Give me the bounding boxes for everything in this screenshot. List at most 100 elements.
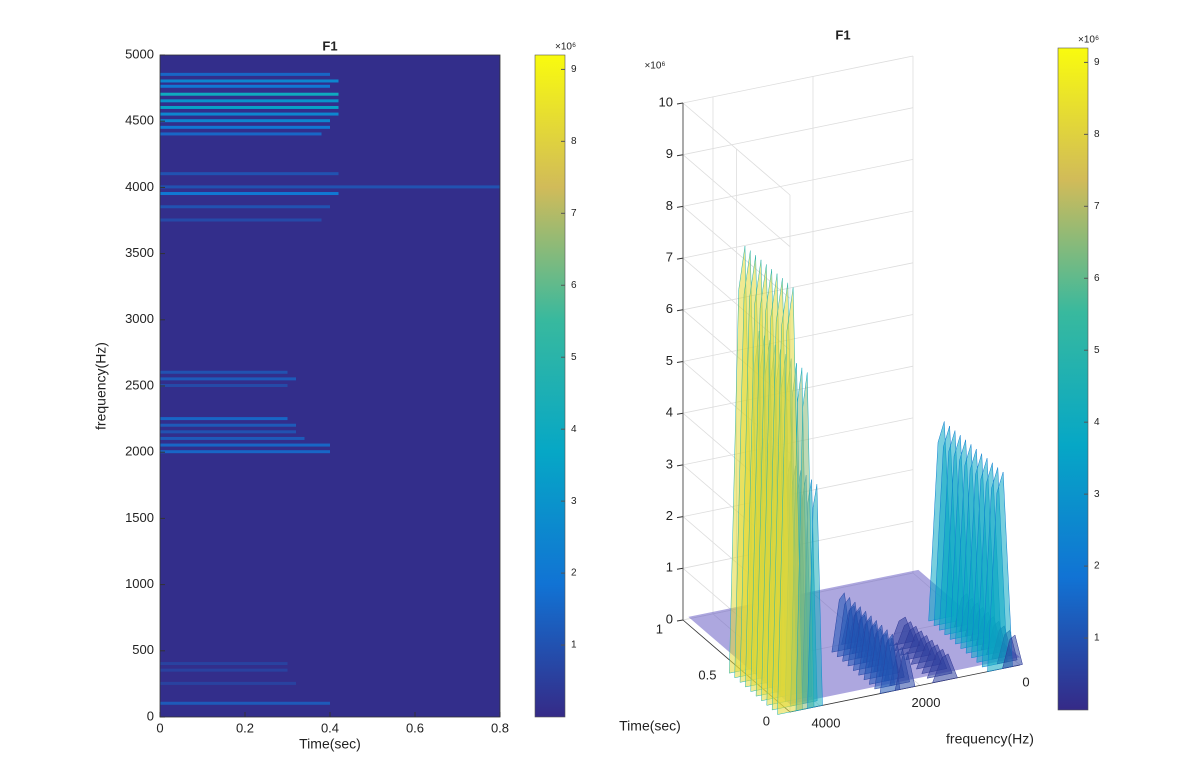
colorbar-tick-label: 4 bbox=[1094, 417, 1100, 428]
colorbar bbox=[1057, 47, 1089, 711]
y-tick-label: 3500 bbox=[125, 245, 154, 260]
x-tick-label: 0.2 bbox=[236, 720, 254, 735]
spectral-band bbox=[160, 105, 339, 109]
surface-ridge bbox=[795, 372, 815, 712]
x-axis-label: Time(sec) bbox=[299, 736, 361, 752]
z-tick bbox=[676, 309, 684, 312]
z-grid-line bbox=[682, 262, 914, 311]
x-tick-label: 0.6 bbox=[406, 720, 424, 735]
x-tick-label: 0.4 bbox=[321, 720, 339, 735]
spectral-band bbox=[160, 662, 288, 666]
spectral-band bbox=[160, 79, 339, 83]
surface-ridge bbox=[894, 651, 916, 691]
z-tick bbox=[676, 154, 684, 157]
z-tick-label: 1 bbox=[666, 560, 673, 575]
spectral-band bbox=[160, 430, 296, 434]
spectral-band bbox=[160, 436, 305, 440]
z-grid-line bbox=[682, 365, 914, 414]
z-tick-label: 5 bbox=[666, 353, 673, 368]
y-tick-label: 5000 bbox=[125, 46, 154, 61]
z-tick bbox=[676, 257, 684, 260]
colorbar-tick-label: 6 bbox=[1094, 273, 1100, 284]
z-tick-label: 7 bbox=[666, 250, 673, 265]
surface-ridge bbox=[879, 633, 901, 694]
colorbar-tick-label: 8 bbox=[571, 136, 577, 147]
z-grid-line bbox=[682, 159, 914, 207]
spectral-band bbox=[160, 125, 330, 129]
z-tick bbox=[676, 619, 684, 622]
y-axis-label: Time(sec) bbox=[619, 718, 681, 734]
y-tick-label: 4500 bbox=[125, 113, 154, 128]
z-tick bbox=[676, 412, 684, 415]
y-tick-label: 2000 bbox=[125, 444, 154, 459]
z-tick-label: 0 bbox=[666, 611, 673, 626]
z-grid-line bbox=[682, 55, 914, 104]
surface-ridge bbox=[1002, 634, 1023, 669]
z-exponent: ×10⁶ bbox=[644, 61, 665, 72]
y-tick-label: 0 bbox=[763, 713, 770, 728]
colorbar-tick-label: 9 bbox=[1094, 57, 1100, 68]
colorbar-tick-label: 1 bbox=[571, 640, 577, 651]
z-tick-label: 3 bbox=[666, 456, 673, 471]
spectral-band bbox=[160, 84, 330, 88]
colorbar-tick-label: 2 bbox=[1094, 561, 1100, 572]
colorbar-tick-label: 2 bbox=[571, 568, 577, 579]
x-tick-label: 4000 bbox=[812, 715, 841, 730]
colorbar-tick-label: 5 bbox=[571, 352, 577, 363]
z-tick-label: 8 bbox=[666, 198, 673, 213]
z-tick-label: 4 bbox=[666, 405, 673, 420]
z-tick bbox=[676, 567, 684, 570]
surface-ridge bbox=[932, 653, 958, 684]
surface-ridge bbox=[807, 484, 823, 709]
x-tick-label: 0.8 bbox=[491, 720, 509, 735]
spectral-band bbox=[160, 205, 330, 209]
surface-panel: 01234567891002000400000.51F1×10⁶frequenc… bbox=[619, 27, 1100, 746]
colorbar-tick-label: 5 bbox=[1094, 345, 1100, 356]
spectral-band bbox=[160, 172, 339, 176]
z-tick bbox=[676, 102, 684, 105]
y-tick-label: 4000 bbox=[125, 179, 154, 194]
z-tick bbox=[676, 205, 684, 208]
spectral-band bbox=[160, 92, 339, 96]
spectral-band bbox=[160, 423, 296, 427]
z-tick-label: 10 bbox=[659, 94, 673, 109]
chart-title: F1 bbox=[322, 38, 337, 53]
spectral-band bbox=[160, 132, 322, 136]
z-tick-label: 6 bbox=[666, 301, 673, 316]
spectral-band bbox=[160, 185, 500, 189]
y-tick-label: 0.5 bbox=[698, 667, 716, 682]
z-grid-line bbox=[682, 314, 914, 362]
colorbar-exponent: ×10⁶ bbox=[555, 42, 576, 53]
y-axis-label: frequency(Hz) bbox=[93, 342, 109, 430]
spectral-band bbox=[160, 668, 288, 672]
y-tick-label: 1500 bbox=[125, 510, 154, 525]
colorbar-tick-label: 4 bbox=[571, 424, 577, 435]
spectral-band bbox=[160, 192, 339, 196]
surface-ridge bbox=[987, 471, 1013, 672]
spectral-band bbox=[160, 450, 330, 454]
spectral-band bbox=[160, 119, 330, 123]
spectral-band bbox=[160, 218, 322, 222]
colorbar-tick-label: 7 bbox=[571, 208, 577, 219]
y-tick-label: 0 bbox=[147, 708, 154, 723]
z-tick bbox=[676, 464, 684, 467]
spectral-band bbox=[160, 701, 330, 705]
spectral-band bbox=[160, 384, 288, 387]
spectrogram-panel: 0 0.2 0.4 0.6 0.8050010001500200025003000350… bbox=[93, 38, 577, 751]
colorbar-tick-label: 3 bbox=[571, 496, 577, 507]
y-tick-label: 1000 bbox=[125, 576, 154, 591]
z-tick bbox=[676, 516, 684, 519]
colorbar-tick-label: 7 bbox=[1094, 201, 1100, 212]
colorbar-tick-label: 1 bbox=[1094, 633, 1100, 644]
spectral-band bbox=[160, 377, 296, 381]
x-tick-label: 0 bbox=[156, 720, 163, 735]
colorbar-tick-label: 8 bbox=[1094, 129, 1100, 140]
spectral-band bbox=[160, 99, 339, 103]
spectral-band bbox=[160, 681, 296, 685]
y-tick-label: 1 bbox=[656, 621, 663, 636]
spectral-band bbox=[160, 72, 330, 76]
y-tick-label: 500 bbox=[132, 642, 154, 657]
colorbar-exponent: ×10⁶ bbox=[1078, 35, 1099, 46]
x-axis-label: frequency(Hz) bbox=[946, 731, 1034, 747]
